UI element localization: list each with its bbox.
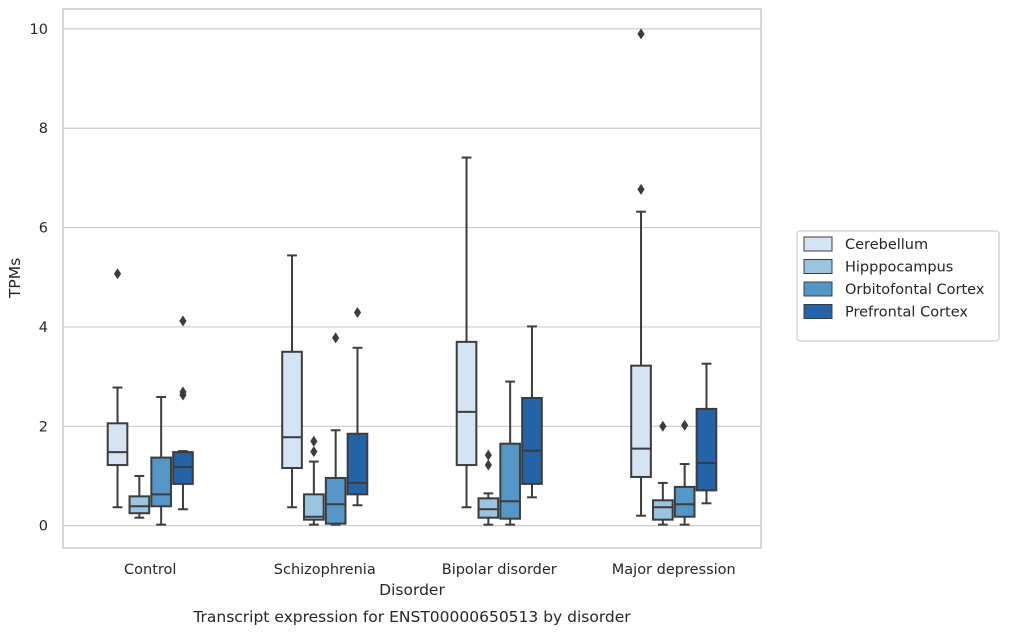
box	[695, 362, 718, 505]
box-iqr	[128, 495, 151, 515]
legend-frame	[796, 230, 1000, 342]
y-tick-label: 6	[39, 221, 48, 237]
box	[172, 315, 194, 511]
legend-label: Prefrontal Cortex	[845, 305, 968, 321]
box-iqr	[303, 493, 325, 521]
y-tick-label: 8	[39, 121, 48, 137]
box	[652, 420, 674, 526]
box-iqr	[281, 350, 303, 470]
box	[455, 156, 478, 509]
box	[630, 28, 652, 517]
legend-swatch	[803, 304, 833, 319]
box-outlier	[637, 183, 645, 195]
box-iqr	[521, 396, 543, 485]
x-tick-label: Control	[124, 562, 176, 578]
box-iqr	[630, 364, 652, 478]
box	[128, 474, 151, 519]
box-iqr	[673, 485, 696, 518]
x-axis-ticks: Control Schizophrenia Bipolar disorder Majo…	[124, 562, 736, 578]
box-iqr	[652, 499, 674, 521]
box	[346, 307, 369, 507]
box-iqr	[477, 497, 500, 519]
box-outlier	[310, 446, 318, 458]
box-iqr	[346, 432, 369, 496]
box-iqr	[150, 456, 172, 508]
legend: Cerebellum Hipppocampus Orbitofontal Corte…	[796, 230, 1000, 342]
box	[150, 395, 172, 526]
x-tick-label: Major depression	[612, 562, 736, 578]
y-axis-ticks: 0 2 4 6 8 10	[30, 22, 48, 535]
box	[673, 419, 696, 526]
legend-swatch	[803, 281, 833, 297]
box-iqr	[324, 476, 347, 525]
x-tick-label: Bipolar disorder	[442, 562, 557, 578]
plot-area-frame	[62, 8, 762, 549]
box	[324, 332, 347, 526]
box-outlier	[484, 449, 492, 461]
box-plot-series	[106, 28, 718, 526]
legend-label: Hipppocampus	[845, 260, 953, 276]
legend-label: Orbitofontal Cortex	[845, 282, 985, 298]
y-tick-label: 2	[39, 419, 48, 435]
box-outlier	[659, 420, 667, 432]
y-tick-label: 4	[39, 320, 48, 336]
box	[499, 380, 521, 526]
box-outlier	[332, 332, 340, 344]
box	[281, 254, 303, 509]
box-outlier	[179, 315, 187, 327]
box-iqr	[499, 442, 521, 520]
x-axis-label: Disorder	[379, 581, 445, 599]
legend-swatch	[803, 236, 833, 252]
chart-caption: Transcript expression for ENST0000065051…	[192, 608, 631, 626]
box	[303, 435, 325, 526]
box-outlier	[484, 459, 492, 471]
box	[521, 325, 543, 499]
box	[477, 449, 500, 526]
y-axis-label: TPMs	[6, 258, 24, 299]
box-outlier	[179, 386, 187, 398]
y-tick-label: 0	[39, 519, 48, 535]
box-outlier	[113, 268, 122, 280]
legend-swatch	[803, 259, 833, 274]
box-outlier	[681, 419, 689, 431]
y-gridlines	[63, 28, 761, 527]
box	[106, 268, 129, 509]
box-outlier	[310, 435, 318, 447]
x-tick-label: Schizophrenia	[274, 562, 376, 578]
y-tick-label: 10	[30, 22, 48, 38]
box-iqr	[455, 340, 478, 467]
box-outlier	[353, 307, 362, 319]
box-iqr	[106, 422, 129, 467]
box-outlier	[637, 28, 645, 40]
legend-label: Cerebellum	[845, 237, 928, 253]
box-iqr	[695, 407, 718, 492]
